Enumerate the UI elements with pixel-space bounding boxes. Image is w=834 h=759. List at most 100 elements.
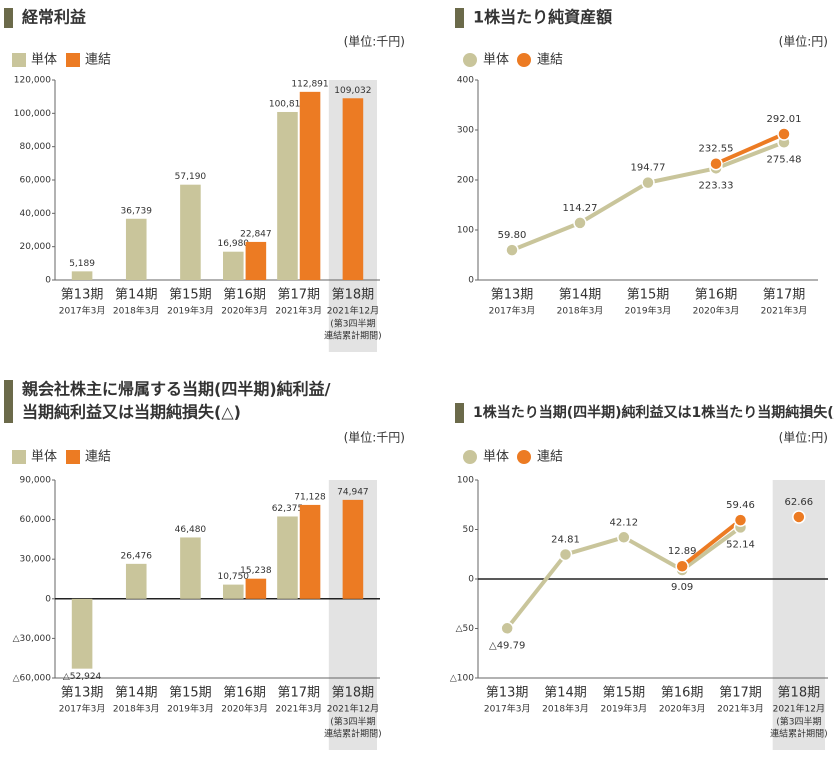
value-label: 57,190: [175, 172, 207, 182]
legend-swatch: [517, 450, 531, 464]
x-tick-label: 第17期: [277, 288, 320, 303]
point: [573, 216, 587, 230]
point: [777, 127, 791, 141]
bar: [245, 241, 267, 280]
value-label: 22,847: [240, 229, 272, 239]
bar: [277, 516, 298, 599]
x-tick-label: 第16期: [223, 686, 266, 701]
legend-label: 単体: [483, 52, 509, 68]
unit-label: (単位:千円): [344, 34, 405, 49]
value-label: 194.77: [631, 163, 666, 174]
value-label: 46,480: [175, 525, 207, 535]
value-label: 62.66: [785, 497, 814, 508]
highlight-column: [772, 480, 825, 750]
x-tick-note: (第3四半期: [776, 716, 821, 728]
x-tick-date: 2020年3月: [659, 703, 706, 715]
title-marker: [4, 8, 13, 28]
y-tick-label: 0: [468, 575, 474, 585]
x-tick-date: 2021年3月: [275, 305, 322, 317]
x-tick-date: 2019年3月: [167, 305, 214, 317]
x-tick-label: 第18期: [332, 686, 375, 701]
value-label: 16,980: [218, 239, 250, 249]
value-label: 10,750: [218, 572, 250, 582]
value-label: 223.33: [699, 180, 734, 191]
x-tick-label: 第16期: [695, 288, 738, 303]
series-line: [715, 132, 785, 166]
value-label: 59.46: [726, 500, 755, 511]
unit-label: (単位:千円): [344, 430, 405, 445]
y-tick-label: 30,000: [20, 555, 52, 565]
y-tick-label: 20,000: [20, 242, 52, 252]
value-label: 292.01: [767, 114, 802, 125]
legend-label: 単体: [31, 52, 57, 68]
x-tick-date: 2020年3月: [221, 305, 268, 317]
bar: [71, 598, 93, 669]
x-tick-date: 2021年3月: [275, 703, 322, 715]
bar: [299, 91, 321, 281]
value-label: 109,032: [334, 86, 371, 96]
x-tick-date: 2019年3月: [167, 703, 214, 715]
chart-title: 経常利益: [22, 8, 86, 27]
x-tick-date: 2021年12月: [327, 703, 379, 715]
bar: [299, 504, 321, 599]
value-label: 15,238: [240, 566, 272, 576]
x-tick-label: 第13期: [486, 686, 529, 701]
title-marker: [455, 403, 464, 423]
x-tick-label: 第16期: [223, 288, 266, 303]
value-label: 36,739: [121, 206, 153, 216]
unit-label: (単位:円): [779, 34, 828, 49]
x-tick-date: 2017年3月: [59, 703, 106, 715]
legend-label: 連結: [537, 53, 563, 68]
x-tick-label: 第17期: [763, 288, 806, 303]
value-label: 112,891: [291, 79, 328, 89]
y-tick-label: △30,000: [13, 634, 52, 644]
bar: [71, 271, 93, 280]
value-label: 5,189: [69, 259, 95, 269]
x-tick-label: 第13期: [61, 686, 104, 701]
x-tick-label: 第14期: [559, 288, 602, 303]
value-label: 26,476: [121, 551, 153, 561]
value-label: 59.80: [498, 230, 527, 241]
point: [500, 621, 514, 636]
x-tick-note: 連結累計期間): [324, 330, 382, 342]
y-tick-label: 60,000: [20, 515, 52, 525]
y-tick-label: 100: [457, 226, 474, 236]
bar: [223, 251, 244, 280]
value-label: △49.79: [489, 640, 525, 651]
bar: [125, 218, 147, 280]
y-tick-label: 80,000: [20, 142, 52, 152]
x-tick-label: 第18期: [332, 288, 375, 303]
y-tick-label: 60,000: [20, 176, 52, 186]
chart-title: 親会社株主に帰属する当期(四半期)純利益/: [22, 380, 331, 399]
y-tick-label: 120,000: [14, 76, 51, 86]
legend-label: 単体: [31, 449, 57, 465]
y-tick-label: 200: [457, 176, 474, 186]
point: [641, 175, 655, 190]
x-tick-label: 第15期: [169, 288, 212, 303]
chart-title: 1株当たり当期(四半期)純利益又は1株当たり当期純損失(△): [473, 404, 834, 421]
y-tick-label: 50: [463, 525, 475, 535]
legend-swatch: [12, 53, 26, 67]
x-tick-note: (第3四半期: [330, 318, 375, 330]
legend-label: 単体: [483, 449, 509, 465]
x-tick-date: 2018年3月: [113, 305, 160, 317]
series-line: [511, 140, 785, 252]
legend-label: 連結: [85, 53, 111, 68]
x-tick-date: 2020年3月: [693, 305, 740, 317]
x-tick-label: 第14期: [115, 288, 158, 303]
y-tick-label: 0: [45, 276, 51, 286]
bar: [245, 578, 267, 599]
bar: [277, 111, 298, 280]
x-tick-note: (第3四半期: [330, 716, 375, 728]
value-label: 52.14: [726, 539, 755, 550]
x-tick-label: 第18期: [778, 686, 821, 701]
x-tick-date: 2019年3月: [601, 703, 648, 715]
value-label: 62,375: [272, 504, 304, 514]
bar: [342, 98, 364, 280]
y-tick-label: 100,000: [14, 109, 51, 119]
point: [558, 547, 573, 562]
x-tick-note: 連結累計期間): [324, 728, 382, 740]
x-tick-label: 第17期: [719, 686, 762, 701]
